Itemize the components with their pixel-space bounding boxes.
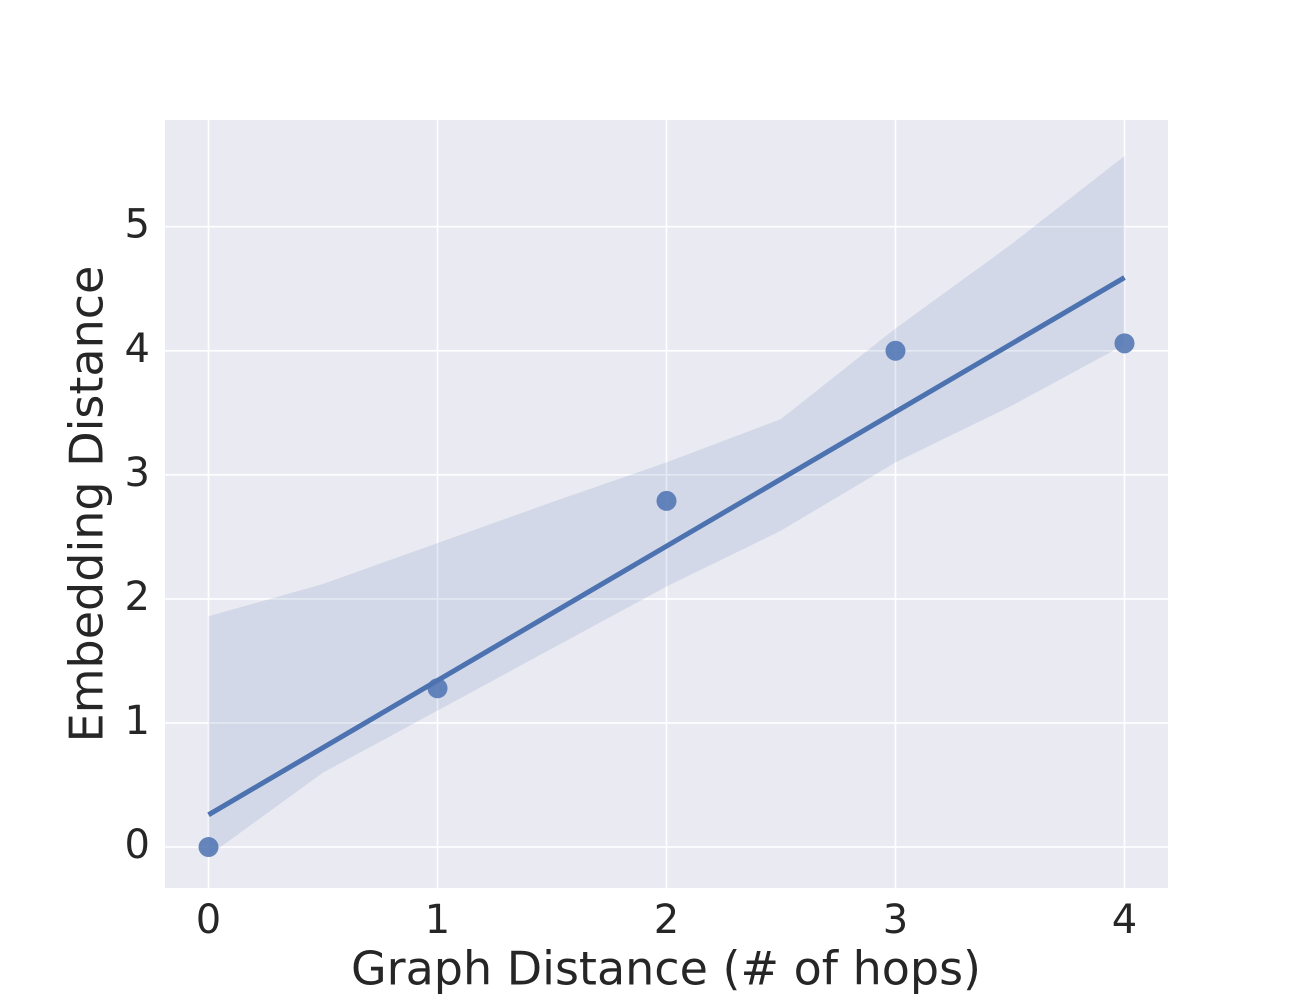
x-tick-label: 2 [654,897,679,943]
y-tick-label: 3 [125,450,150,496]
x-tick-label: 4 [1112,897,1137,943]
y-axis-label: Embedding Distance [60,266,114,743]
x-tick-label: 3 [883,897,908,943]
y-tick-label: 5 [125,202,150,248]
x-tick-label: 1 [425,897,450,943]
x-tick-label: 0 [196,897,221,943]
x-axis-label: Graph Distance (# of hops) [351,942,981,996]
data-point [198,837,219,858]
y-tick-label: 2 [125,574,150,620]
data-point [885,340,906,361]
y-tick-label: 1 [125,698,150,744]
y-tick-label: 0 [125,822,150,868]
data-point [427,678,448,699]
data-point [1114,333,1135,354]
regression-line [207,275,1126,817]
data-point [656,490,677,511]
y-tick-label: 4 [125,326,150,372]
